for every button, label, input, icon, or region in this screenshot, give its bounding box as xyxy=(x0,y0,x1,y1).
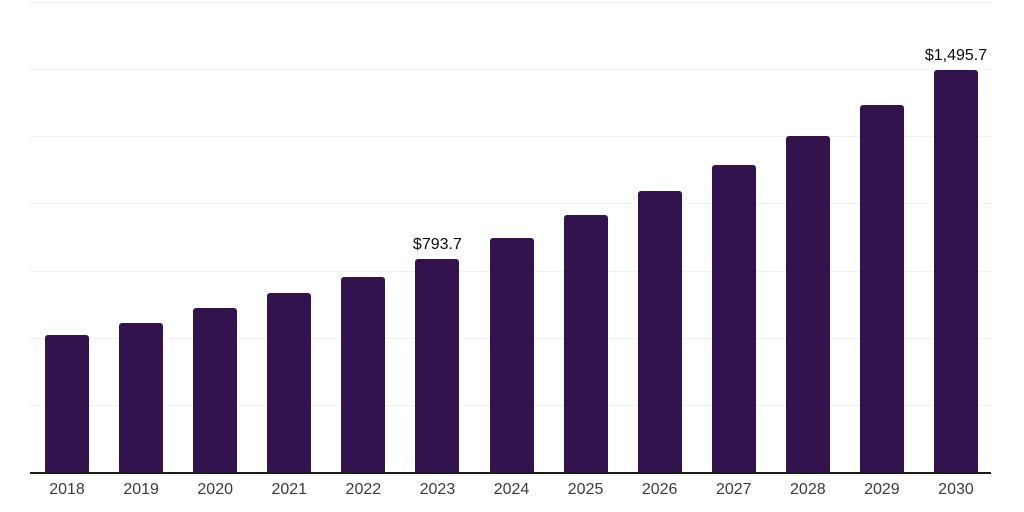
x-tick-2024: 2024 xyxy=(493,481,530,498)
bar-slot-2030 xyxy=(919,0,993,472)
bar-slot-2021 xyxy=(252,0,326,472)
bar-2019 xyxy=(119,322,164,472)
bars xyxy=(30,0,993,472)
bar-2021 xyxy=(267,293,312,472)
plot-area: $793.7 $1,495.7 xyxy=(29,0,993,474)
x-tick-2027: 2027 xyxy=(715,481,752,498)
x-tick-2020: 2020 xyxy=(197,481,233,498)
bar-slot-2018 xyxy=(30,0,104,472)
x-tick-2030: 2030 xyxy=(938,481,974,498)
bar-2029 xyxy=(859,104,904,472)
data-label-2030: $1,495.7 xyxy=(924,47,988,65)
bar-2020 xyxy=(193,307,238,472)
x-tick-2029: 2029 xyxy=(864,481,900,498)
bar-slot-2026 xyxy=(623,0,697,472)
bar-2030 xyxy=(933,70,978,472)
bar-slot-2029 xyxy=(845,0,919,472)
x-tick-2026: 2026 xyxy=(641,481,678,498)
bar-slot-2025 xyxy=(549,0,623,472)
x-axis-line xyxy=(30,472,991,474)
x-tick-2022: 2022 xyxy=(345,481,382,498)
bar-slot-2020 xyxy=(178,0,252,472)
x-tick-2028: 2028 xyxy=(790,481,826,498)
x-tick-2021: 2021 xyxy=(271,481,308,498)
x-axis-labels: 2018 2019 2020 2021 2022 2023 2024 2025 2026 2027… xyxy=(30,480,993,500)
bar-2026 xyxy=(637,190,682,472)
bar-2027 xyxy=(711,164,756,472)
x-tick-2023: 2023 xyxy=(419,481,456,498)
bar-2024 xyxy=(489,237,534,472)
bar-slot-2019 xyxy=(104,0,178,472)
x-tick-2019: 2019 xyxy=(123,481,159,498)
gridline-1500 xyxy=(29,69,992,71)
bar-slot-2022 xyxy=(326,0,400,472)
bar-slot-2024 xyxy=(474,0,548,472)
bar-slot-2027 xyxy=(697,0,771,472)
x-tick-2025: 2025 xyxy=(567,481,604,498)
data-label-2023: $793.7 xyxy=(412,235,462,253)
bar-2025 xyxy=(563,214,608,472)
bar-slot-2028 xyxy=(771,0,845,472)
bar-2022 xyxy=(341,277,386,472)
bar-2023 xyxy=(415,258,460,472)
bar-slot-2023 xyxy=(400,0,474,472)
x-tick-2018: 2018 xyxy=(49,481,85,498)
gridline-1750 xyxy=(29,2,992,3)
gridline-1000 xyxy=(29,203,992,205)
bar-2028 xyxy=(785,136,830,472)
bar-2018 xyxy=(45,334,90,472)
gridline-1250 xyxy=(29,136,992,138)
